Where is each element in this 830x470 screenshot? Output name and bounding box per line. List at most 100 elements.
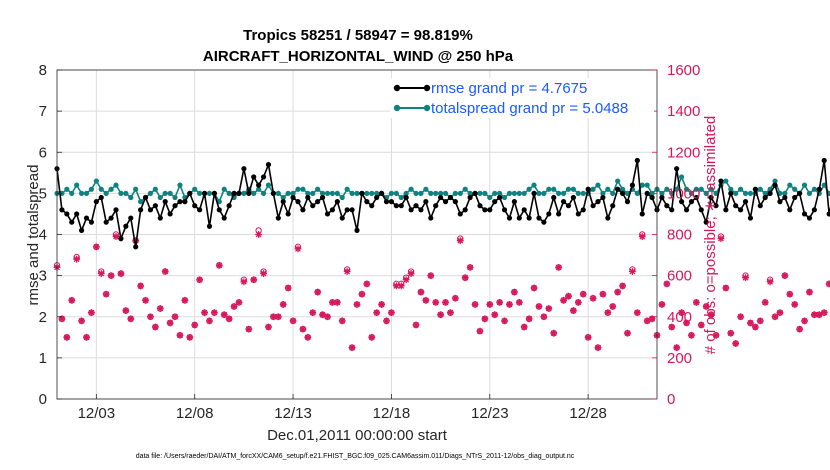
totalspread-point [285, 190, 291, 196]
obs-assimilated-point [156, 305, 164, 312]
obs-assimilated-point [196, 276, 204, 284]
totalspread-point [664, 186, 670, 192]
obs-assimilated-point [373, 309, 381, 317]
obs-assimilated-point [329, 298, 336, 306]
totalspread-point [305, 190, 311, 196]
obs-assimilated-point [363, 280, 371, 288]
obs-assimilated-point [309, 309, 317, 317]
rmse-point [123, 223, 129, 229]
rmse-point [708, 194, 714, 201]
obs-assimilated-point [737, 313, 745, 321]
rmse-point [826, 211, 830, 217]
y-left-tick-label: 8 [39, 62, 47, 79]
rmse-point [256, 182, 262, 188]
totalspread-point [388, 190, 395, 196]
y-left-tick-label: 5 [39, 185, 47, 202]
rmse-point [423, 199, 429, 205]
obs-assimilated-point [673, 344, 681, 351]
rmse-point [226, 203, 232, 209]
obs-assimilated-point [506, 301, 513, 308]
rmse-point [777, 199, 783, 205]
obs-assimilated-point [284, 284, 292, 292]
totalspread-point [339, 194, 345, 201]
obs-assimilated-point [137, 282, 145, 290]
rmse-point [118, 236, 124, 242]
totalspread-point [521, 190, 527, 196]
y-left-tick-label: 1 [39, 350, 47, 367]
obs-assimilated-point [333, 298, 341, 306]
obs-assimilated-point [501, 317, 508, 325]
rmse-point [497, 194, 503, 201]
rmse-point [821, 157, 827, 164]
obs-assimilated-point [348, 344, 356, 351]
rmse-point [231, 190, 237, 196]
totalspread-point [487, 194, 493, 201]
totalspread-point [260, 190, 267, 196]
y-right-tick-label: 1200 [667, 144, 700, 161]
rmse-point [295, 199, 301, 205]
rmse-point [452, 199, 458, 205]
obs-assimilated-point [550, 329, 558, 337]
obs-assimilated-point [304, 333, 312, 341]
y-right-tick-label: 1600 [667, 62, 700, 79]
obs-assimilated-point [697, 321, 705, 329]
rmse-point [624, 199, 631, 205]
rmse-point [408, 207, 414, 213]
totalspread-point [197, 190, 203, 196]
obs-assimilated-point [614, 288, 622, 296]
obs-assimilated-point [422, 296, 430, 304]
rmse-point [541, 219, 547, 225]
rmse-point [447, 194, 454, 201]
obs-assimilated-point [427, 272, 435, 280]
obs-assimilated-point [810, 311, 818, 319]
totalspread-point [74, 182, 80, 188]
x-tick-label: 12/23 [471, 405, 509, 422]
rmse-point [354, 227, 360, 233]
obs-assimilated-point [368, 333, 376, 341]
obs-assimilated-point [801, 317, 808, 325]
y-right-tick-label: 600 [667, 268, 692, 285]
totalspread-point [792, 186, 798, 192]
totalspread-point [477, 190, 483, 196]
rmse-point [467, 194, 473, 201]
rmse-point [108, 215, 114, 221]
totalspread-point [93, 178, 99, 184]
obs-assimilated-point [447, 309, 454, 317]
obs-assimilated-point [456, 237, 464, 245]
obs-assimilated-point [235, 298, 243, 306]
rmse-point [487, 207, 493, 213]
totalspread-point [806, 190, 813, 196]
obs-assimilated-point [186, 333, 194, 341]
rmse-point [683, 207, 690, 213]
rmse-point [521, 207, 527, 213]
rmse-point [251, 174, 257, 180]
obs-assimilated-point [289, 317, 297, 325]
rmse-point [674, 166, 680, 172]
totalspread-point [747, 190, 754, 196]
totalspread-point [560, 190, 567, 196]
obs-assimilated-point [825, 280, 830, 288]
totalspread-point [428, 190, 434, 196]
rmse-point [133, 244, 139, 250]
rmse-point [418, 207, 424, 213]
obs-assimilated-point [201, 309, 208, 317]
y-left-tick-label: 3 [39, 268, 47, 285]
totalspread-point [315, 186, 321, 192]
rmse-point [728, 190, 734, 196]
totalspread-point [787, 182, 793, 188]
rmse-point [197, 207, 203, 213]
totalspread-point [324, 190, 331, 196]
totalspread-point [133, 186, 139, 192]
totalspread-point [619, 186, 626, 192]
rmse-point [93, 199, 99, 205]
rmse-point [806, 215, 813, 221]
rmse-point [492, 199, 498, 205]
obs-assimilated-point [692, 298, 700, 306]
totalspread-point [511, 190, 517, 196]
totalspread-point [128, 194, 134, 201]
rmse-point [738, 207, 744, 213]
obs-assimilated-point [555, 264, 563, 271]
obs-assimilated-point [525, 315, 533, 323]
rmse-point [438, 194, 444, 201]
